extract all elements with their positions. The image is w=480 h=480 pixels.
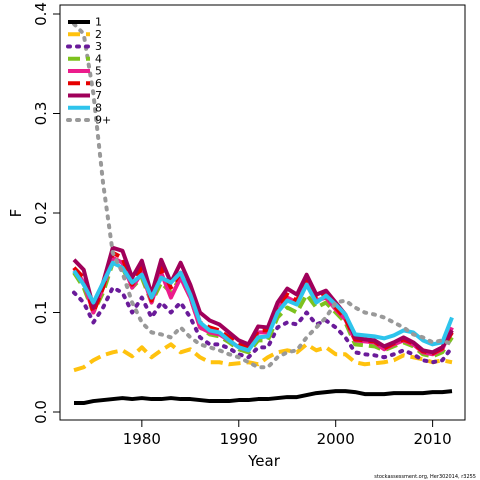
- y-tick-label: 0.4: [32, 2, 50, 26]
- series-line: [72, 21, 454, 370]
- legend-label: 6: [95, 77, 102, 90]
- y-tick-label: 0.1: [32, 301, 50, 325]
- legend-label: 3: [95, 40, 102, 53]
- series-line: [72, 260, 454, 353]
- x-tick-label: 1980: [123, 430, 161, 448]
- x-tick-label: 2010: [414, 430, 452, 448]
- legend-label: 7: [95, 89, 102, 102]
- plot-box: [59, 4, 466, 421]
- legend-label: 8: [95, 101, 102, 114]
- x-axis-label: Year: [247, 452, 281, 470]
- legend-label: 2: [95, 28, 102, 41]
- series-line: [74, 389, 453, 406]
- series-line: [72, 285, 454, 365]
- y-axis-label: F: [7, 209, 25, 218]
- y-tick-label: 0.2: [32, 201, 50, 225]
- y-tick-label: 0.0: [32, 400, 50, 424]
- y-tick-label: 0.3: [32, 102, 50, 126]
- footnote: stockassessment.org, Her302014, r3255: [374, 474, 476, 480]
- x-tick-label: 2000: [317, 430, 355, 448]
- series-line: [72, 245, 454, 355]
- legend-label: 5: [95, 65, 102, 78]
- x-tick-label: 1990: [220, 430, 258, 448]
- legend-label: 4: [95, 52, 102, 65]
- legend-label: 9+: [95, 114, 111, 127]
- legend-label: 1: [95, 16, 102, 29]
